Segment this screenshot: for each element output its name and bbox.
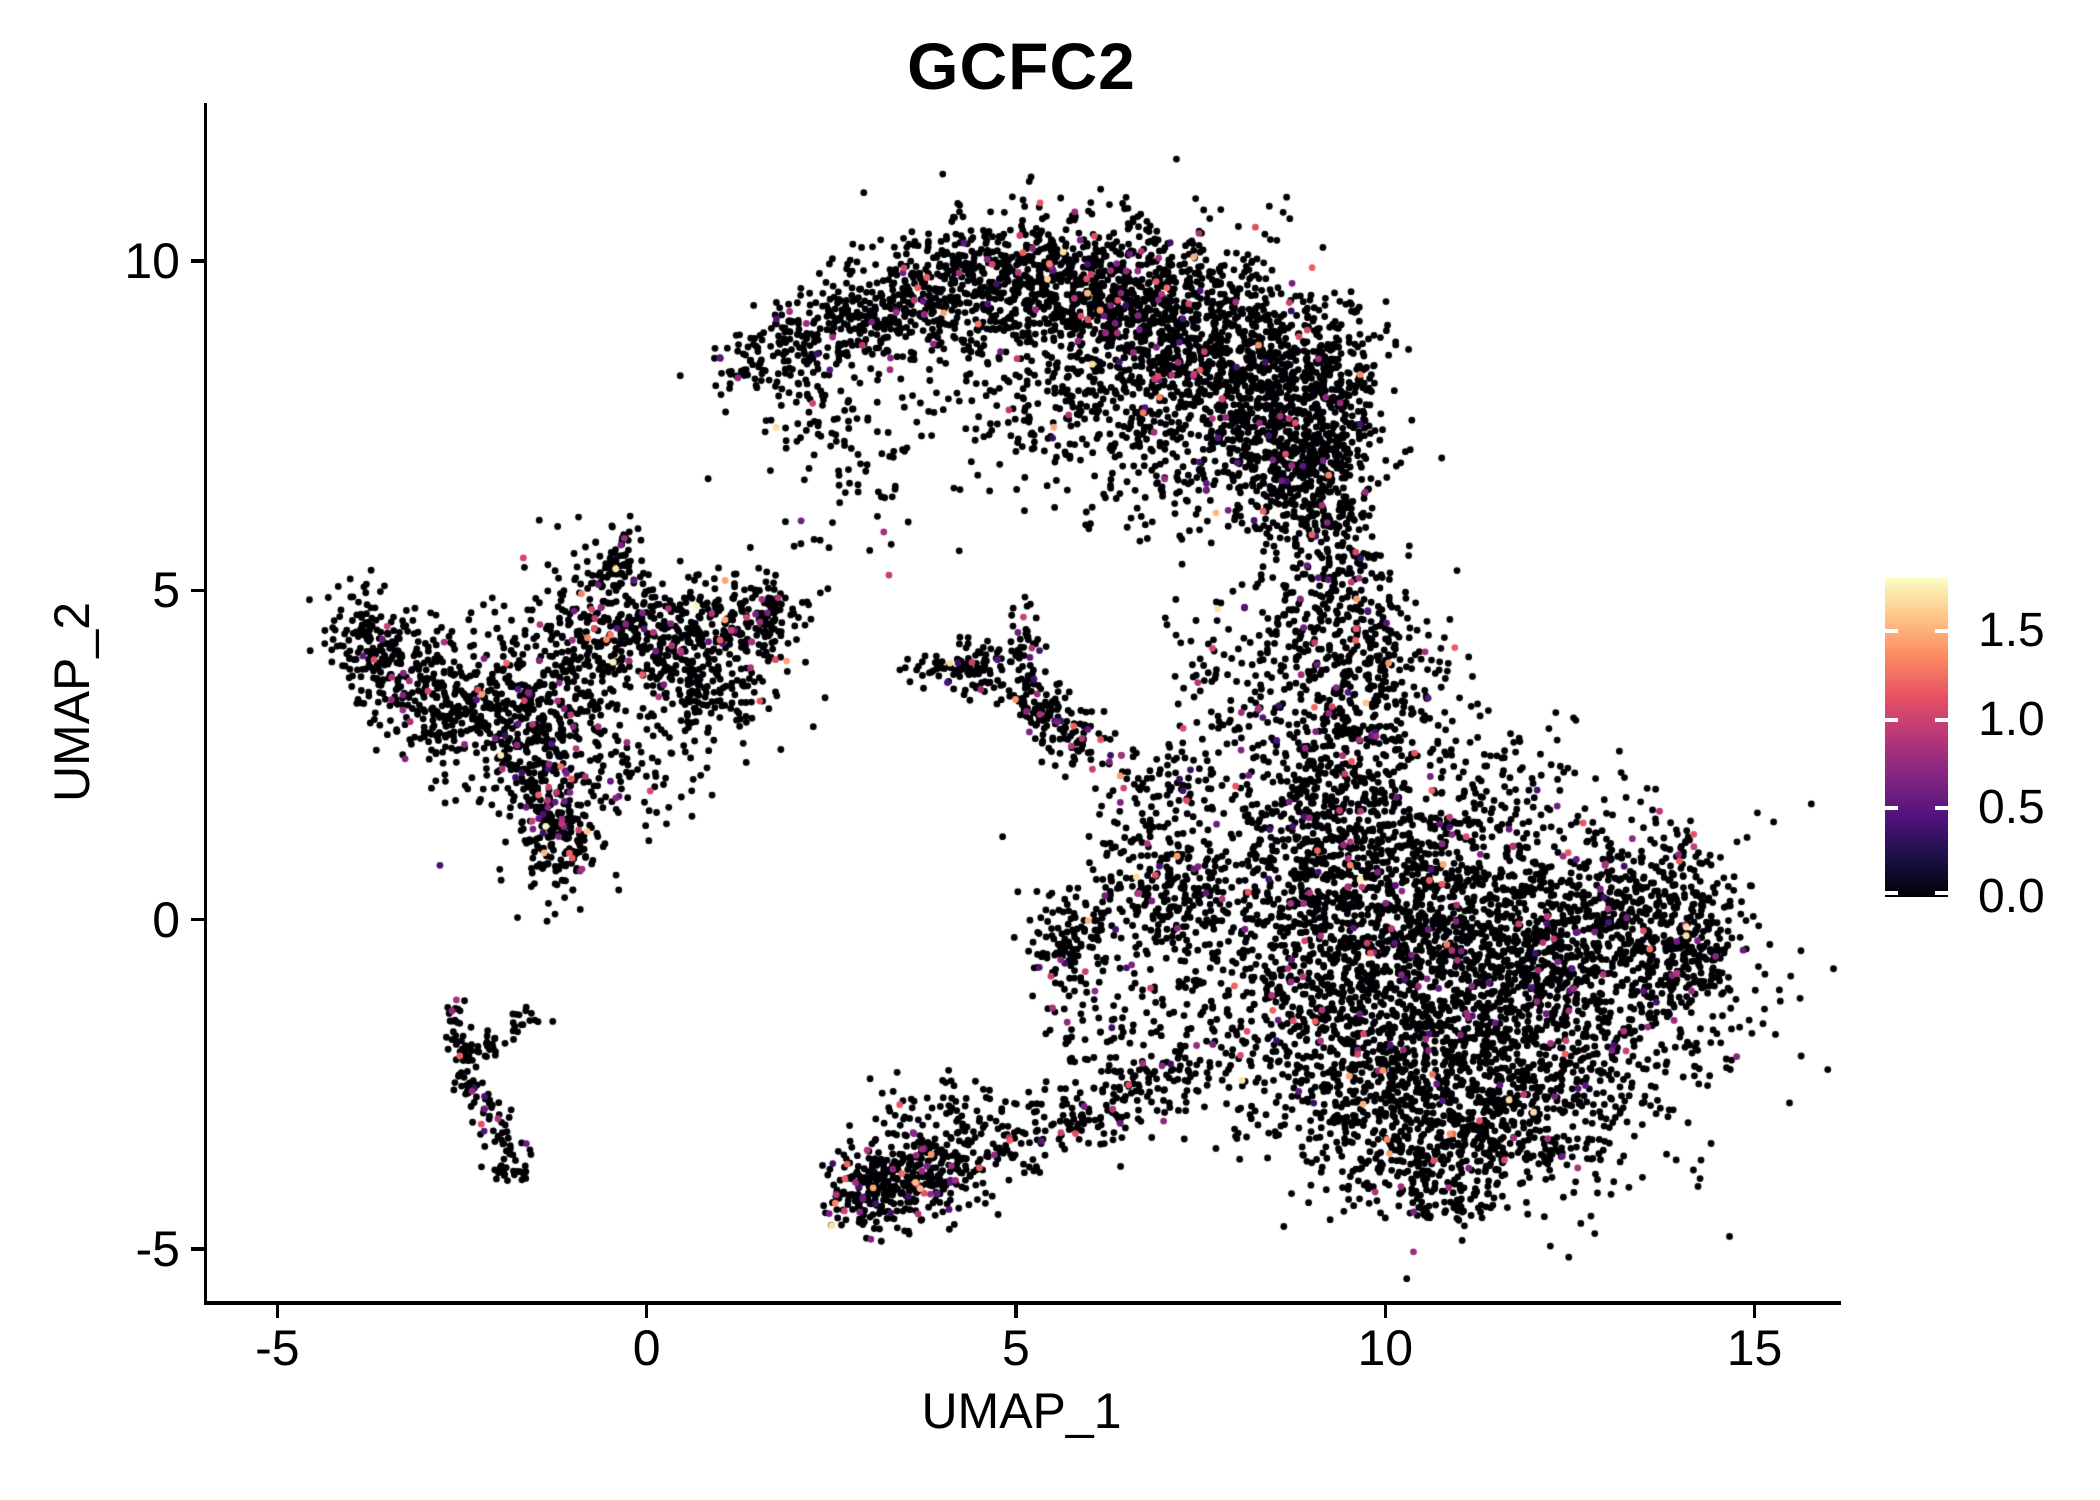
y-tick-label: -5: [135, 1220, 180, 1277]
x-axis-title: UMAP_1: [921, 1383, 1122, 1439]
y-tick-mark: [190, 259, 204, 263]
colorbar-tick-mark: [1885, 629, 1898, 634]
x-tick-mark: [1752, 1304, 1757, 1318]
x-tick-mark: [275, 1304, 280, 1318]
y-tick-mark: [190, 588, 204, 593]
colorbar-tick-mark: [1935, 717, 1948, 722]
y-tick-label: 10: [124, 233, 180, 290]
colorbar-tick-mark: [1935, 891, 1948, 895]
y-tick-label: 5: [152, 562, 180, 619]
y-axis-line: [203, 103, 207, 1304]
colorbar-tick-mark: [1935, 629, 1948, 634]
colorbar-tick-mark: [1885, 806, 1898, 811]
x-tick-mark: [1014, 1304, 1018, 1318]
colorbar-tick-mark: [1885, 717, 1898, 722]
legend-tick-label: 1.0: [1978, 692, 2045, 746]
y-tick-mark: [190, 917, 204, 922]
x-tick-mark: [644, 1304, 649, 1318]
colorbar-tick-mark: [1935, 806, 1948, 811]
legend-tick-label: 0.0: [1978, 870, 2045, 923]
x-tick-label: -5: [255, 1320, 300, 1376]
legend-tick-label: 1.5: [1978, 604, 2045, 658]
x-axis-line: [203, 1301, 1841, 1305]
x-tick-label: 5: [1002, 1320, 1030, 1376]
umap-scatter-canvas: [205, 103, 1838, 1301]
x-tick-label: 0: [632, 1320, 661, 1376]
expression-colorbar: [1885, 578, 1948, 897]
x-tick-label: 15: [1726, 1320, 1783, 1376]
y-axis-title: UMAP_2: [44, 601, 100, 803]
y-tick-mark: [190, 1247, 204, 1251]
colorbar-tick-mark: [1885, 891, 1898, 895]
x-tick-label: 10: [1357, 1320, 1414, 1376]
page-title: GCFC2: [907, 29, 1136, 103]
legend-tick-label: 0.5: [1978, 781, 2045, 835]
x-tick-mark: [1383, 1304, 1387, 1318]
y-tick-label: 0: [152, 891, 180, 948]
